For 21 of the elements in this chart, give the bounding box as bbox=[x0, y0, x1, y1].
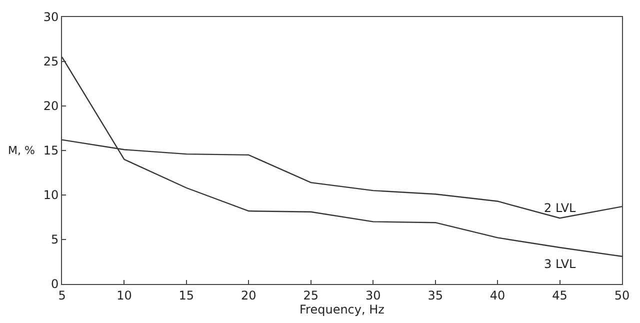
x-tick-label: 15 bbox=[178, 288, 194, 302]
x-tick-label: 45 bbox=[552, 288, 568, 302]
series-label: 2 LVL bbox=[544, 201, 576, 215]
x-tick-label: 20 bbox=[241, 288, 256, 302]
y-tick-label: 15 bbox=[43, 144, 59, 158]
y-tick-label: 30 bbox=[43, 10, 59, 24]
x-tick-label: 35 bbox=[428, 288, 443, 302]
x-tick-label: 10 bbox=[116, 288, 132, 302]
line-series bbox=[62, 56, 622, 258]
x-tick-label: 30 bbox=[365, 288, 381, 302]
y-tick-label: 5 bbox=[50, 232, 59, 247]
series-label: 3 LVL bbox=[544, 257, 576, 271]
y-axis-title: M, % bbox=[8, 144, 35, 157]
y-tick-label: 20 bbox=[43, 99, 59, 114]
x-tick-label: 40 bbox=[490, 288, 506, 302]
x-axis-title: Frequency, Hz bbox=[300, 302, 384, 316]
x-tick-label: 25 bbox=[303, 288, 319, 302]
y-tick-label: 25 bbox=[43, 54, 59, 69]
y-tick-label: 0 bbox=[50, 277, 59, 292]
x-tick-label: 50 bbox=[614, 288, 630, 302]
y-tick-label: 10 bbox=[43, 188, 59, 202]
